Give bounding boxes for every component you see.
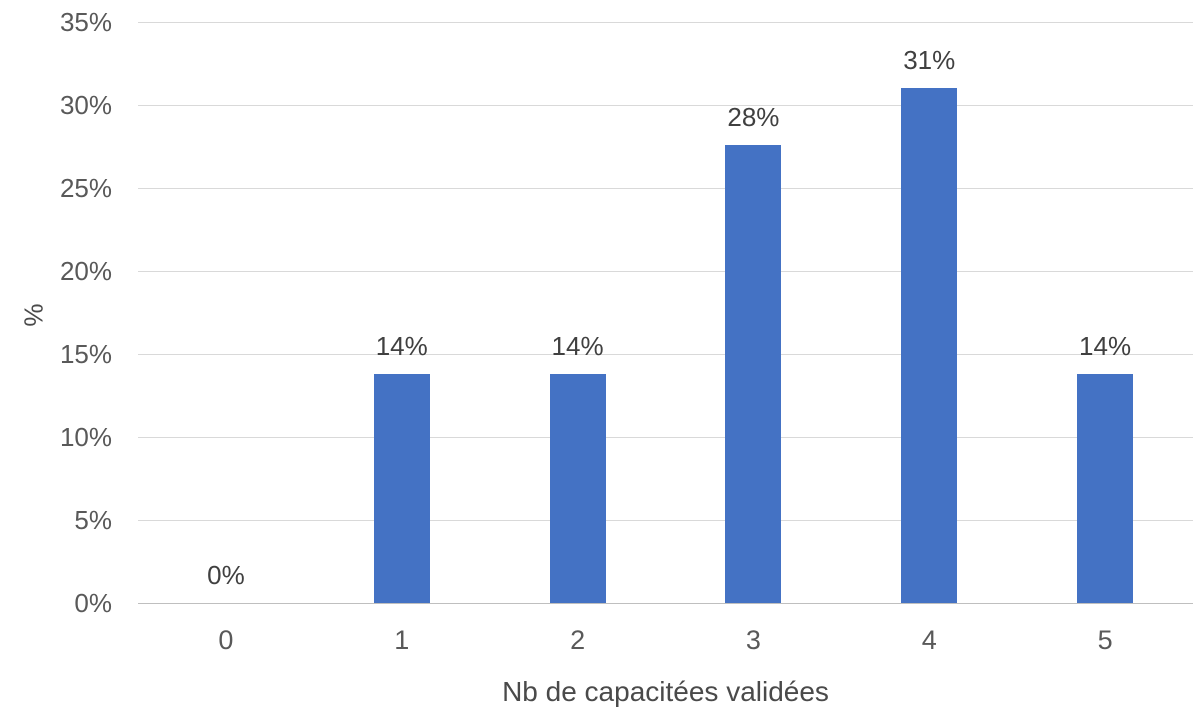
gridline-30% — [138, 105, 1193, 106]
data-label: 31% — [903, 45, 956, 76]
y-tick-label: 35% — [59, 7, 112, 37]
gridline-0% — [138, 603, 1193, 604]
plot-area: 0% 14% 14% 28% 31% 14% — [138, 22, 1193, 604]
data-label: 28% — [727, 101, 780, 132]
gridline-5% — [138, 520, 1193, 521]
x-tick-label: 1 — [394, 625, 410, 655]
gridline-20% — [138, 271, 1193, 272]
y-tick-label: 25% — [59, 173, 112, 203]
gridline-35% — [138, 22, 1193, 23]
y-tick-label: 20% — [59, 256, 112, 286]
gridline-15% — [138, 354, 1193, 355]
data-label: 14% — [1079, 330, 1132, 361]
data-label: 0% — [207, 559, 245, 590]
y-tick-label: 15% — [59, 339, 112, 369]
bar-category-1 — [373, 373, 430, 603]
x-tick-label: 4 — [921, 625, 937, 655]
x-tick-label: 5 — [1097, 625, 1113, 655]
y-axis-title: % — [18, 303, 49, 327]
bar-category-5 — [1077, 373, 1134, 603]
bar-category-2 — [549, 373, 606, 603]
gridline-25% — [138, 188, 1193, 189]
y-tick-label: 10% — [59, 422, 112, 452]
y-tick-label: 30% — [59, 90, 112, 120]
bar-category-4 — [901, 88, 958, 603]
x-tick-label: 0 — [218, 625, 234, 655]
x-tick-label: 3 — [745, 625, 761, 655]
gridline-10% — [138, 437, 1193, 438]
y-tick-label: 5% — [74, 505, 112, 535]
y-tick-label: 0% — [74, 588, 112, 618]
x-axis-title: Nb de capacitées validées — [502, 676, 829, 707]
x-tick-label: 2 — [570, 625, 586, 655]
data-label: 14% — [551, 330, 604, 361]
bar-category-3 — [725, 144, 782, 603]
data-label: 14% — [375, 330, 428, 361]
